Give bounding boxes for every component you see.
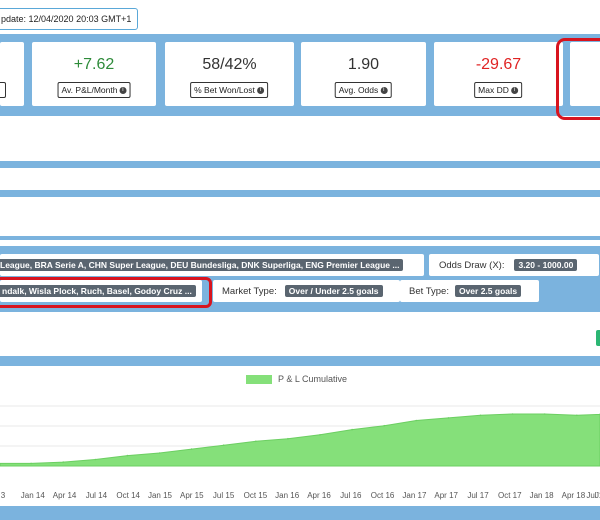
chart-legend[interactable]: P & L Cumulative [246,374,347,384]
data-point [222,444,225,446]
odds-draw-tag: 3.20 - 1000.00 [514,259,578,271]
data-point [30,462,32,465]
metric-value-bet-won-lost: 58/42% [202,56,257,73]
x-tick-label: Apr 16 [307,491,331,500]
metric-value-max-dd: -29.67 [475,56,522,73]
x-tick-label: Jan 16 [275,491,300,500]
leagues-tag: League, BRA Serie A, CHN Super League, D… [0,259,404,271]
section-divider [0,236,600,240]
highlight-ring-metric [556,38,600,120]
data-point [158,452,161,454]
x-tick-label: Jan 15 [147,491,173,500]
data-point [62,461,64,463]
x-tick-label: Apr 15 [180,491,204,500]
pl-cumulative-chart [0,366,600,506]
x-tick-label: Jan 17 [402,491,427,500]
odds-draw-label: Odds Draw (X): [439,259,505,271]
metric-label-bet-won-lost: % Bet Won/Lost i [190,82,268,98]
info-circle-icon[interactable]: i [380,87,388,95]
x-tick-label: Jan 18 [529,491,554,500]
data-point [543,413,546,415]
metric-label-text: Avg. Odds [338,85,379,95]
metric-label-partial [0,82,6,98]
x-tick-label: Oct 15 [243,491,268,500]
data-point [126,454,129,457]
data-point [287,437,289,440]
last-update-pill: pdate: 12/04/2020 20:03 GMT+1 [0,8,139,30]
filter-odds-draw[interactable]: Odds Draw (X): 3.20 - 1000.00 [429,254,599,276]
data-point [383,424,386,427]
x-tick-label: Jul 15 [212,491,235,500]
metric-label-avg-pl: Av. P&L/Month i [57,82,131,98]
bet-type-tag: Over 2.5 goals [454,285,522,297]
metric-label-text: Av. P&L/Month [61,85,118,95]
filter-teams[interactable]: ndalk, Wisla Plock, Ruch, Basel, Godoy C… [0,280,202,302]
x-tick-label: Oct 16 [370,491,395,500]
filter-bet-type[interactable]: Bet Type: Over 2.5 goals [400,280,539,302]
metric-card-partial [0,42,24,106]
data-point [415,419,418,422]
metric-card-avg-odds: 1.90 Avg. Odds i [301,42,426,106]
metric-label-avg-odds: Avg. Odds i [334,82,392,98]
info-circle-icon[interactable]: i [256,87,264,95]
data-point [576,414,578,417]
metric-value-avg-odds: 1.90 [347,56,380,73]
data-point [351,428,353,431]
metric-label-text: % Bet Won/Lost [194,85,255,95]
x-tick-label: Jul 17 [467,491,489,500]
info-circle-icon[interactable]: i [510,87,518,95]
market-type-tag: Over / Under 2.5 goals [284,285,383,297]
highlight-ring-teams [0,277,212,308]
section-divider [0,190,600,197]
x-tick-label: J [595,491,599,500]
filter-market-type[interactable]: Market Type: Over / Under 2.5 goals [213,280,400,302]
x-tick-label: Oct 14 [116,491,140,500]
info-circle-icon[interactable]: i [119,87,127,95]
legend-label: P & L Cumulative [278,374,348,384]
metric-label-text: Max DD [478,85,509,95]
bet-type-label: Bet Type: [409,285,449,297]
x-tick-label: Oct 17 [498,491,522,500]
metric-value-avg-pl: +7.62 [73,56,115,73]
filter-leagues[interactable]: League, BRA Serie A, CHN Super League, D… [0,254,424,276]
edge-marker [596,330,600,346]
teams-tag: ndalk, Wisla Plock, Ruch, Basel, Godoy C… [0,285,196,297]
x-tick-label: Apr 17 [434,491,458,500]
market-type-label: Market Type: [222,285,277,297]
metric-label-max-dd: Max DD i [474,82,522,98]
data-point [447,417,450,419]
data-point [479,414,482,417]
pl-cumulative-area [0,413,600,467]
data-point [255,440,257,443]
metric-card-max-dd: -29.67 Max DD i [434,42,563,106]
x-tick-label: 3 [0,491,6,500]
metric-card-bet-won-lost: 58/42% % Bet Won/Lost i [165,42,294,106]
chart-svg [0,405,600,467]
x-tick-label: Apr 14 [52,491,77,500]
data-point [190,448,193,450]
data-point [319,434,321,436]
x-tick-label: Jul 18 [586,491,600,500]
legend-swatch [246,374,272,384]
metric-card-next [570,42,600,106]
x-tick-label: Jul 16 [340,491,362,500]
metric-card-avg-pl: +7.62 Av. P&L/Month i [32,42,156,106]
data-point [511,413,514,415]
x-tick-label: Jan 14 [20,491,45,500]
data-point [94,458,97,461]
x-tick-label: Jul 14 [85,491,108,500]
section-divider [0,161,600,168]
x-tick-label: Apr 18 [561,491,586,500]
